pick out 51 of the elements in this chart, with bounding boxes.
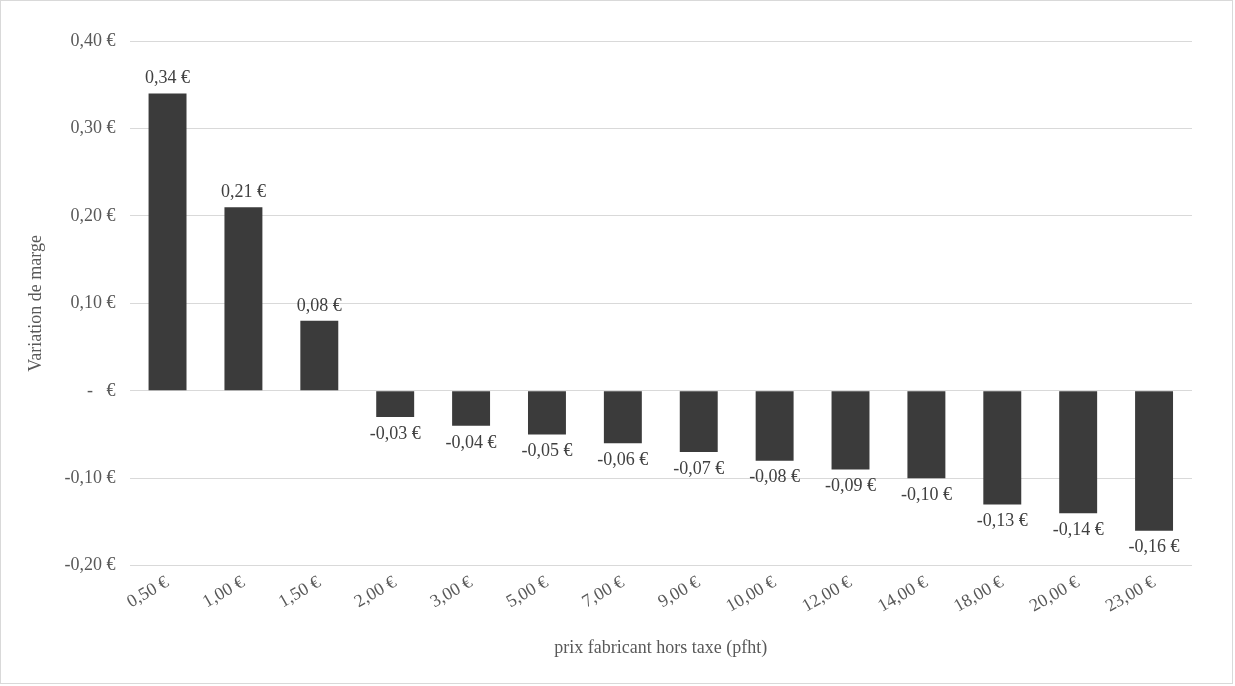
x-tick-label: 23,00 € [1101, 571, 1159, 616]
y-tick-label: -0,10 € [64, 466, 116, 487]
bar [603, 391, 642, 444]
bar [1059, 391, 1098, 514]
data-label: -0,08 € [749, 466, 801, 487]
x-tick-label: 3,00 € [426, 571, 476, 612]
data-label: -0,16 € [1128, 536, 1180, 557]
x-tick-label: 12,00 € [798, 571, 855, 616]
x-tick-label: 5,00 € [502, 571, 552, 612]
data-label: 0,21 € [220, 180, 266, 201]
y-axis-title: Variation de marge [24, 235, 45, 372]
x-tick-label: 14,00 € [874, 571, 931, 616]
bar [452, 391, 491, 426]
y-tick-label: - € [87, 379, 116, 400]
x-tick-label: 10,00 € [722, 571, 779, 616]
y-tick-label: 0,30 € [70, 117, 116, 138]
x-tick-label: 0,50 € [122, 571, 172, 612]
data-label: -0,04 € [445, 431, 497, 452]
x-axis-title: prix fabricant hors taxe (pfht) [554, 636, 768, 658]
data-label: -0,14 € [1052, 518, 1104, 539]
x-tick-label: 1,00 € [198, 571, 248, 612]
bar [983, 391, 1022, 505]
bar [300, 320, 339, 391]
y-tick-label: -0,20 € [64, 554, 116, 575]
bar [528, 391, 566, 435]
data-label: -0,07 € [673, 457, 725, 478]
data-label: -0,09 € [825, 475, 877, 496]
bar [831, 391, 870, 470]
data-label: 0,08 € [296, 294, 342, 315]
data-label: -0,13 € [976, 510, 1028, 531]
data-label: -0,06 € [597, 449, 649, 469]
y-tick-label: 0,40 € [70, 29, 116, 50]
x-tick-label: 20,00 € [1025, 571, 1083, 616]
data-label: -0,03 € [369, 422, 421, 443]
bar [679, 391, 718, 453]
data-label: 0,34 € [145, 67, 191, 88]
x-tick-label: 9,00 € [654, 571, 704, 612]
x-tick-label: 7,00 € [578, 571, 628, 612]
bar [755, 391, 794, 461]
x-tick-label: 2,00 € [350, 571, 400, 612]
data-label: -0,05 € [521, 440, 573, 461]
data-label: -0,10 € [900, 483, 952, 504]
y-tick-label: 0,10 € [70, 292, 116, 313]
x-tick-label: 1,50 € [274, 571, 324, 612]
bar [376, 391, 415, 418]
y-tick-label: 0,20 € [70, 204, 116, 225]
x-tick-label: 18,00 € [949, 571, 1007, 616]
bar [148, 93, 187, 391]
bar [224, 207, 263, 391]
bar [1135, 391, 1174, 531]
bar [907, 391, 946, 479]
